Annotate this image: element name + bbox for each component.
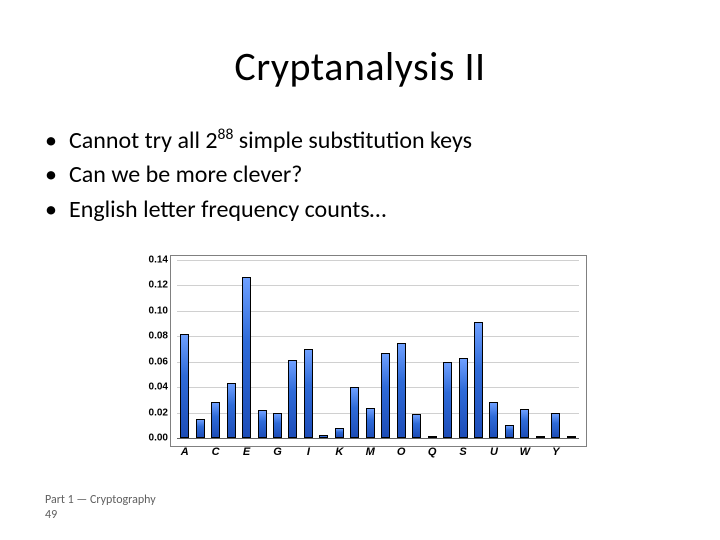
x-tick-label: G bbox=[273, 446, 282, 458]
chart-bar bbox=[520, 409, 529, 438]
chart-bar bbox=[273, 413, 282, 438]
chart-bar bbox=[350, 387, 359, 438]
bullet-dot: • bbox=[45, 125, 69, 157]
x-tick-label: Q bbox=[428, 446, 437, 458]
bullet-dot: • bbox=[45, 194, 69, 226]
y-tick-label: 0.04 bbox=[130, 382, 168, 393]
bullet-text: Cannot try all 288 simple substitution k… bbox=[69, 125, 665, 157]
chart-bar bbox=[474, 322, 483, 438]
bullet-list: • Cannot try all 288 simple substitution… bbox=[45, 125, 665, 228]
slide-footer: Part 1 — Cryptography 49 bbox=[45, 493, 156, 522]
chart-bar bbox=[258, 410, 267, 438]
y-tick-label: 0.10 bbox=[130, 305, 168, 316]
x-tick-label: I bbox=[307, 446, 310, 458]
bullet-item: • Can we be more clever? bbox=[45, 159, 665, 191]
chart-bars bbox=[177, 260, 579, 438]
y-tick-label: 0.00 bbox=[130, 433, 168, 444]
bullet-text: English letter frequency counts… bbox=[69, 194, 665, 226]
chart-bar bbox=[196, 419, 205, 438]
x-tick-label: E bbox=[243, 446, 250, 458]
chart-bar bbox=[304, 349, 313, 438]
chart-bar bbox=[567, 436, 576, 438]
bullet-dot: • bbox=[45, 159, 69, 191]
x-tick-label: U bbox=[490, 446, 498, 458]
letter-frequency-chart: 0.00 0.02 0.04 0.06 0.08 0.10 0.12 0.14 A C E G I K M… bbox=[130, 255, 590, 475]
chart-bar bbox=[227, 383, 236, 438]
chart-bar bbox=[505, 425, 514, 438]
x-axis-labels: ACEGIKMOQSUWY bbox=[177, 443, 579, 463]
bullet-item: • Cannot try all 288 simple substitution… bbox=[45, 125, 665, 157]
footer-line-1: Part 1 — Cryptography bbox=[45, 493, 156, 507]
x-tick-label: S bbox=[459, 446, 466, 458]
chart-bar bbox=[443, 362, 452, 438]
chart-bar bbox=[428, 436, 437, 438]
chart-bar bbox=[381, 353, 390, 438]
x-tick-label: K bbox=[335, 446, 343, 458]
chart-bar bbox=[366, 408, 375, 439]
chart-plot-area bbox=[177, 260, 579, 438]
chart-bar bbox=[335, 428, 344, 438]
x-tick-label: O bbox=[397, 446, 406, 458]
chart-bar bbox=[242, 277, 251, 438]
chart-bar bbox=[459, 358, 468, 438]
y-tick-label: 0.06 bbox=[130, 356, 168, 367]
chart-bar bbox=[551, 413, 560, 438]
x-tick-label: Y bbox=[552, 446, 559, 458]
y-tick-label: 0.14 bbox=[130, 255, 168, 266]
y-tick-label: 0.12 bbox=[130, 280, 168, 291]
x-tick-label: A bbox=[181, 446, 189, 458]
chart-bar bbox=[319, 435, 328, 438]
chart-bar bbox=[397, 343, 406, 438]
y-tick-label: 0.02 bbox=[130, 407, 168, 418]
x-tick-label: C bbox=[212, 446, 220, 458]
footer-line-2: 49 bbox=[45, 508, 156, 522]
chart-bar bbox=[211, 402, 220, 438]
y-tick-label: 0.08 bbox=[130, 331, 168, 342]
bullet-item: • English letter frequency counts… bbox=[45, 194, 665, 226]
chart-bar bbox=[180, 334, 189, 438]
chart-bar bbox=[412, 414, 421, 438]
x-tick-label: M bbox=[366, 446, 375, 458]
chart-bar bbox=[536, 436, 545, 438]
bullet-text: Can we be more clever? bbox=[69, 159, 665, 191]
x-tick-label: W bbox=[520, 446, 530, 458]
chart-bar bbox=[489, 402, 498, 438]
chart-bar bbox=[288, 360, 297, 438]
slide-title: Cryptanalysis II bbox=[0, 42, 720, 91]
